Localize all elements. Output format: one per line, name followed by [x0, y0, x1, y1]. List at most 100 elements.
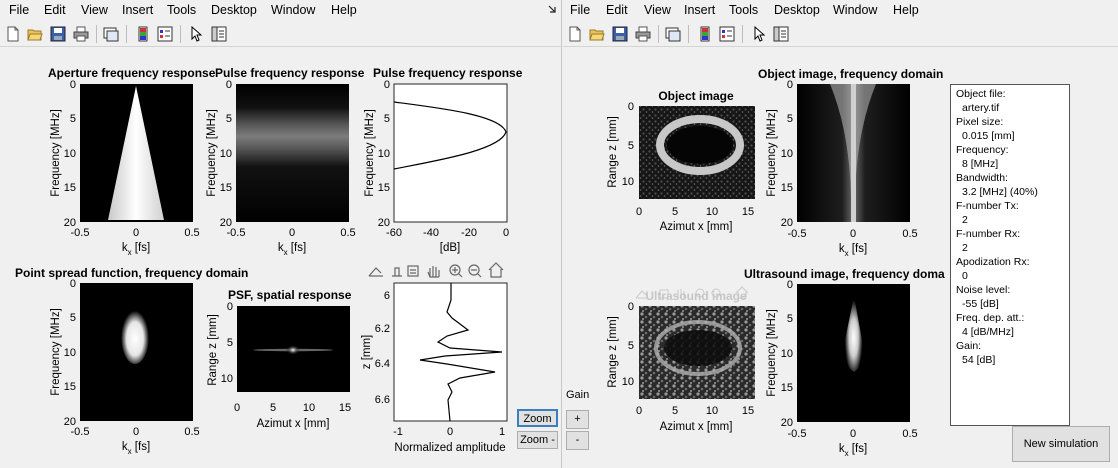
link-figure-icon[interactable]	[103, 26, 119, 42]
right-toolbar	[563, 21, 1118, 47]
svg-text:20: 20	[220, 217, 232, 229]
svg-text:10: 10	[378, 148, 390, 160]
new-figure-icon[interactable]	[5, 26, 21, 42]
us-axes-toolbar-ghost	[635, 286, 749, 299]
svg-text:10: 10	[221, 373, 233, 385]
psf-spatial-ylabel: Range z [mm]	[207, 314, 219, 386]
svg-text:-60: -60	[386, 227, 402, 239]
open-file-icon[interactable]	[27, 26, 43, 42]
colorbar-icon[interactable]	[697, 26, 713, 42]
svg-text:-0.5: -0.5	[227, 227, 246, 239]
print-icon[interactable]	[635, 26, 651, 42]
svg-text:0: 0	[636, 206, 642, 218]
menu-window[interactable]: Window	[833, 3, 878, 17]
pan-icon[interactable]	[427, 266, 440, 278]
aperture-ylabel: Frequency [MHz]	[50, 109, 62, 197]
ultrasound-freq-xlabel: kx [fs]	[839, 443, 867, 458]
svg-text:0: 0	[227, 301, 233, 313]
menu-window[interactable]: Window	[271, 3, 316, 17]
svg-text:15: 15	[781, 382, 793, 394]
psf-spatial-xticks: 0 5 10 15	[234, 402, 351, 414]
gain-minus-button[interactable]: -	[566, 431, 589, 450]
ultrasound-freq-xticks: -0.5 0 0.5	[788, 428, 918, 440]
ultrasound-image-title: Ultrasound image	[645, 289, 747, 303]
svg-text:0: 0	[628, 101, 634, 113]
info-value: 3.2 [MHz] (40%)	[962, 186, 1038, 198]
menu-tools[interactable]: Tools	[729, 3, 759, 17]
colorbar-icon[interactable]	[135, 26, 151, 42]
menu-file[interactable]: File	[570, 3, 591, 17]
menu-edit[interactable]: Edit	[44, 3, 66, 17]
object-freq-title: Object image, frequency domain	[758, 67, 943, 81]
save-icon[interactable]	[50, 26, 66, 42]
menu-edit[interactable]: Edit	[606, 3, 628, 17]
svg-text:15: 15	[742, 405, 754, 417]
info-value: 8 [MHz]	[962, 158, 999, 170]
menu-desktop[interactable]: Desktop	[774, 3, 820, 17]
menu-view[interactable]: View	[644, 3, 671, 17]
svg-text:0: 0	[850, 228, 856, 240]
legend-icon[interactable]	[719, 26, 735, 42]
svg-text:0: 0	[384, 79, 390, 91]
psf-freq-xlabel: kx [fs]	[122, 441, 150, 456]
svg-text:5: 5	[787, 313, 793, 325]
dock-arrow-icon[interactable]	[547, 4, 557, 14]
pointer-icon[interactable]	[188, 26, 204, 42]
object-image-xticks: 0 5 10 15	[636, 206, 754, 218]
open-file-icon[interactable]	[589, 26, 605, 42]
menu-help[interactable]: Help	[331, 3, 357, 17]
right-menubar: File Edit View Insert Tools Desktop Wind…	[563, 0, 1118, 20]
svg-text:0.5: 0.5	[902, 428, 917, 440]
pointer-icon[interactable]	[751, 26, 767, 42]
legend-icon[interactable]	[157, 26, 173, 42]
info-value: 2	[962, 242, 968, 254]
zoom-plus-button[interactable]: Zoom +	[517, 409, 558, 441]
amplitude-axes	[393, 282, 508, 422]
menu-tools[interactable]: Tools	[167, 3, 197, 17]
property-inspector-icon[interactable]	[773, 26, 789, 42]
ultrasound-image-xticks: 0 5 10 15	[636, 405, 754, 417]
svg-text:5: 5	[270, 402, 276, 414]
menu-insert[interactable]: Insert	[684, 3, 716, 17]
gain-label: Gain	[566, 389, 590, 401]
menu-file[interactable]: File	[9, 3, 30, 17]
zoom-out-icon[interactable]	[468, 264, 482, 278]
print-icon[interactable]	[73, 26, 89, 42]
info-value: artery.tif	[962, 102, 1000, 114]
info-label: Apodization Rx:	[956, 256, 1030, 268]
zoom-minus-button[interactable]: Zoom -	[517, 431, 558, 449]
info-value: 0	[962, 270, 968, 282]
svg-text:10: 10	[303, 402, 315, 414]
aperture-title: Aperture frequency response	[48, 66, 216, 80]
amplitude-curve	[419, 283, 503, 422]
pulse-line-yticks: 0 5 10 15 20	[378, 79, 390, 229]
menu-insert[interactable]: Insert	[122, 3, 154, 17]
psf-freq-title: Point spread function, frequency domain	[15, 266, 248, 280]
home-icon[interactable]	[488, 262, 504, 278]
svg-text:6.2: 6.2	[375, 323, 390, 335]
new-figure-icon[interactable]	[567, 26, 583, 42]
pulse-line-ylabel: Frequency [MHz]	[364, 109, 376, 197]
svg-text:0: 0	[447, 426, 453, 438]
menu-help[interactable]: Help	[893, 3, 919, 17]
menu-view[interactable]: View	[81, 3, 108, 17]
svg-text:-0.5: -0.5	[71, 426, 90, 438]
property-inspector-icon[interactable]	[211, 26, 227, 42]
svg-text:0: 0	[133, 426, 139, 438]
svg-text:15: 15	[64, 381, 76, 393]
left-figure-canvas: Aperture frequency response 0 5 10 15 20…	[0, 47, 561, 468]
svg-text:0.5: 0.5	[184, 426, 199, 438]
gain-plus-button[interactable]: +	[566, 410, 589, 429]
svg-text:5: 5	[70, 113, 76, 125]
new-simulation-button[interactable]: New simulation	[1012, 426, 1110, 462]
menu-desktop[interactable]: Desktop	[211, 3, 257, 17]
link-figure-icon[interactable]	[665, 26, 681, 42]
right-figure-canvas: Object image 0 5 10 0 5 10 15 Range z [m…	[563, 47, 1118, 468]
export-icon[interactable]	[368, 267, 383, 277]
brush-icon[interactable]	[392, 267, 402, 277]
save-icon[interactable]	[612, 26, 628, 42]
info-value: 0.015 [mm]	[962, 130, 1015, 142]
datatip-icon[interactable]	[407, 265, 419, 277]
zoom-in-icon[interactable]	[449, 264, 463, 278]
svg-text:20: 20	[378, 217, 390, 229]
